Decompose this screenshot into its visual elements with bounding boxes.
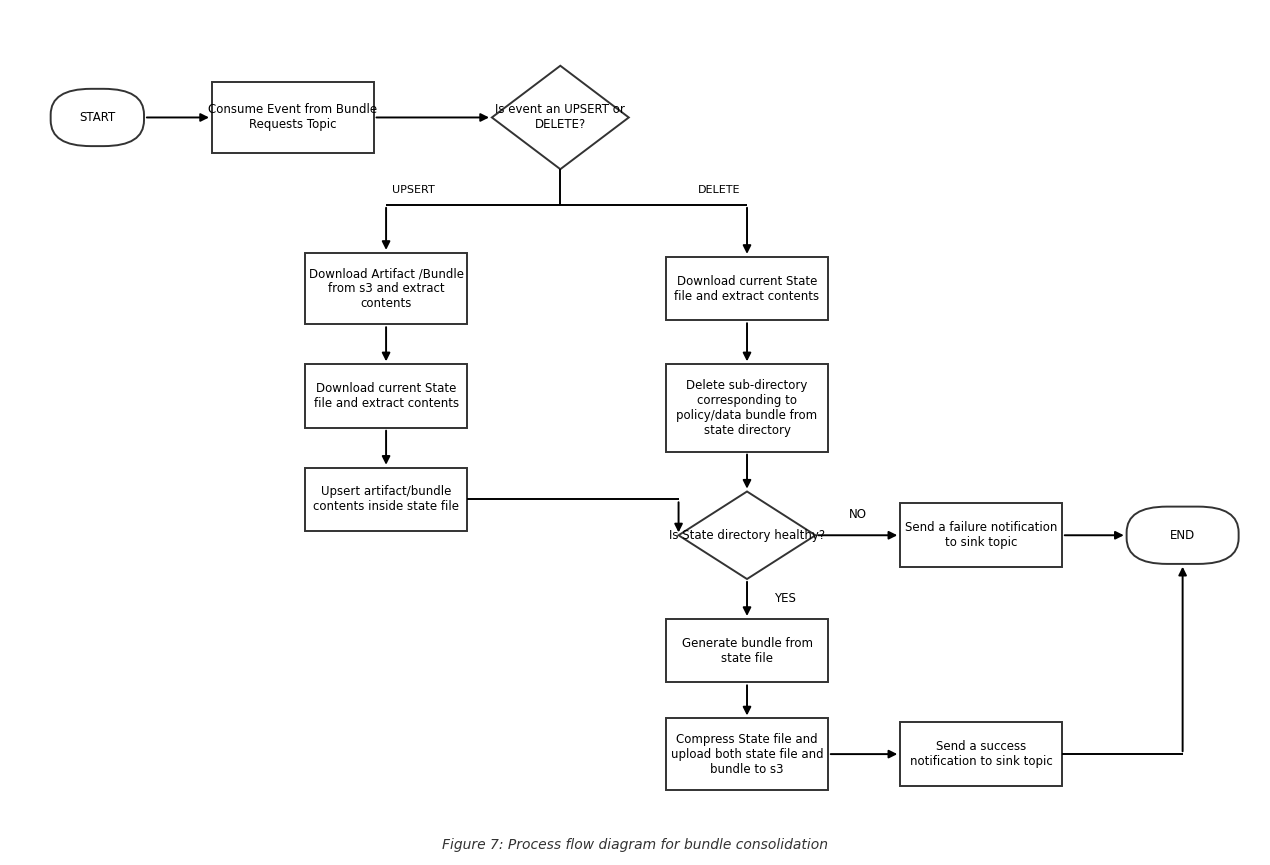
Text: Upsert artifact/bundle
contents inside state file: Upsert artifact/bundle contents inside s… [314, 485, 458, 514]
Text: Delete sub-directory
corresponding to
policy/data bundle from
state directory: Delete sub-directory corresponding to po… [677, 379, 818, 437]
Text: Is State directory healthy?: Is State directory healthy? [669, 529, 826, 541]
FancyBboxPatch shape [51, 89, 144, 146]
FancyBboxPatch shape [900, 722, 1062, 786]
Text: YES: YES [775, 593, 796, 606]
Text: NO: NO [848, 508, 867, 521]
Text: Download Artifact /Bundle
from s3 and extract
contents: Download Artifact /Bundle from s3 and ex… [309, 267, 464, 310]
Polygon shape [678, 491, 815, 579]
Text: Figure 7: Process flow diagram for bundle consolidation: Figure 7: Process flow diagram for bundl… [442, 838, 828, 852]
Text: Send a success
notification to sink topic: Send a success notification to sink topi… [909, 740, 1053, 768]
FancyBboxPatch shape [665, 718, 828, 790]
Text: Generate bundle from
state file: Generate bundle from state file [682, 637, 813, 664]
Polygon shape [491, 66, 629, 170]
Text: Consume Event from Bundle
Requests Topic: Consume Event from Bundle Requests Topic [208, 104, 377, 131]
FancyBboxPatch shape [665, 257, 828, 320]
FancyBboxPatch shape [305, 364, 467, 428]
FancyBboxPatch shape [900, 503, 1062, 567]
FancyBboxPatch shape [212, 81, 373, 153]
Text: UPSERT: UPSERT [392, 185, 436, 195]
Text: END: END [1170, 529, 1195, 541]
Text: DELETE: DELETE [698, 185, 740, 195]
Text: Download current State
file and extract contents: Download current State file and extract … [314, 382, 458, 410]
FancyBboxPatch shape [665, 364, 828, 452]
Text: Compress State file and
upload both state file and
bundle to s3: Compress State file and upload both stat… [671, 733, 823, 776]
Text: Is event an UPSERT or
DELETE?: Is event an UPSERT or DELETE? [495, 104, 625, 131]
FancyBboxPatch shape [1126, 507, 1238, 564]
FancyBboxPatch shape [305, 253, 467, 324]
Text: Send a failure notification
to sink topic: Send a failure notification to sink topi… [904, 522, 1057, 549]
Text: START: START [79, 111, 116, 124]
FancyBboxPatch shape [665, 618, 828, 682]
FancyBboxPatch shape [305, 468, 467, 531]
Text: Download current State
file and extract contents: Download current State file and extract … [674, 274, 819, 303]
